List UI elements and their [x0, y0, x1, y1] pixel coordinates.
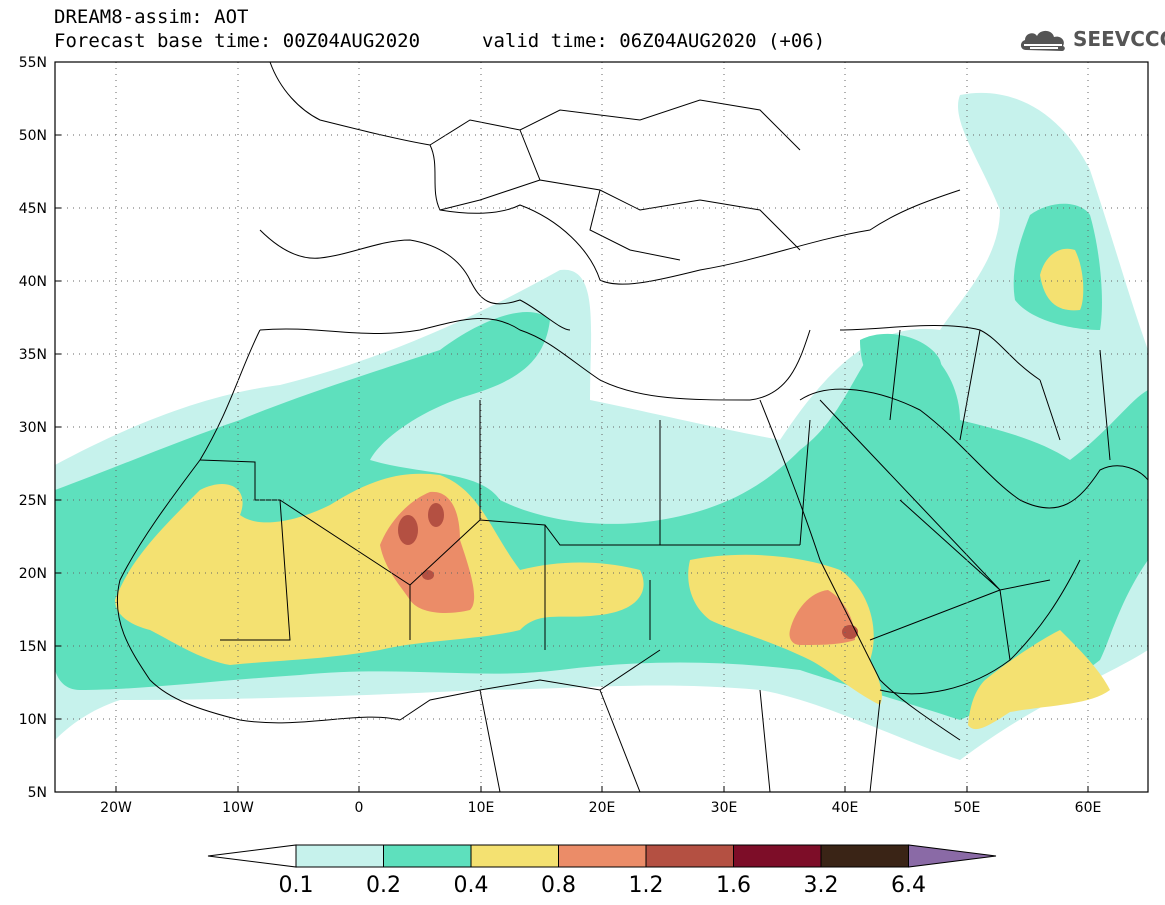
colorbar-high-arrow — [908, 844, 997, 868]
colorbar-label: 1.2 — [629, 873, 664, 898]
lon-label: 50E — [954, 800, 981, 816]
aot-band-1.2-south — [422, 570, 434, 580]
colorbar-segment — [295, 844, 384, 868]
logo-text: SEEVCCC — [1073, 27, 1165, 51]
colorbar-label: 0.4 — [454, 873, 489, 898]
lat-label: 50N — [19, 128, 47, 144]
longitude-labels: 20W 10W 0 10E 20E 30E 40E 50E 60E — [100, 800, 1101, 816]
lat-label: 15N — [19, 639, 47, 655]
border-middle-east — [839, 325, 1111, 461]
coastline-mediterranean-north — [259, 229, 571, 331]
colorbar-label: 1.6 — [716, 873, 751, 898]
country-borders — [116, 62, 1148, 792]
colorbar-label: 0.8 — [541, 873, 576, 898]
colorbar-label: 0.1 — [279, 873, 314, 898]
lat-label: 25N — [19, 493, 47, 509]
lat-label: 5N — [28, 785, 47, 801]
colorbar-segment — [383, 844, 472, 868]
border-europe-lines — [429, 99, 801, 261]
lon-label: 60E — [1075, 800, 1102, 816]
colorbar-label: 0.2 — [366, 873, 401, 898]
lon-label: 10E — [468, 800, 495, 816]
valid-time: valid time: 06Z04AUG2020 (+06) — [482, 30, 826, 52]
lon-label: 20E — [589, 800, 616, 816]
lon-label: 40E — [832, 800, 859, 816]
colorbar-label: 6.4 — [891, 873, 926, 898]
aot-field — [55, 92, 1148, 761]
border-africa-interior — [399, 649, 881, 792]
aot-band-0.4-caspian — [1040, 248, 1084, 311]
colorbar-segment — [558, 844, 647, 868]
colorbar-low-arrow — [207, 844, 297, 868]
colorbar-segment — [645, 844, 734, 868]
lon-label: 0 — [355, 800, 364, 816]
coastline-red-sea — [759, 399, 961, 741]
coastline-arabia — [799, 388, 1148, 509]
colorbar — [207, 844, 997, 868]
colorbar-segment — [820, 844, 909, 868]
border-sahara-lines — [199, 400, 811, 650]
aot-band-0.4-sudan — [688, 554, 882, 705]
border-east-lines — [819, 399, 1051, 661]
lon-label: 30E — [711, 800, 738, 816]
colorbar-labels: 0.1 0.2 0.4 0.8 1.2 1.6 3.2 6.4 — [279, 873, 927, 898]
aot-band-1.2-west — [398, 515, 418, 545]
aot-band-1.2-east — [428, 503, 444, 527]
colorbar-segment — [470, 844, 559, 868]
aot-band-0.2-east — [860, 333, 943, 401]
colorbar-label: 3.2 — [804, 873, 839, 898]
lat-label: 30N — [19, 420, 47, 436]
lon-label: 20W — [100, 800, 132, 816]
coastline-mediterranean-south — [259, 318, 811, 401]
coastline-africa-west — [116, 329, 401, 724]
graticule — [55, 62, 1148, 792]
seevccc-logo: SEEVCCC — [1018, 24, 1165, 56]
forecast-base-time: Forecast base time: 00Z04AUG2020 — [54, 30, 421, 52]
lon-label: 10W — [222, 800, 254, 816]
lat-label: 35N — [19, 347, 47, 363]
lat-label: 10N — [19, 712, 47, 728]
lat-label: 40N — [19, 274, 47, 290]
lat-label: 20N — [19, 566, 47, 582]
colorbar-segment — [733, 844, 822, 868]
latitude-labels: 55N 50N 45N 40N 35N 30N 25N 20N 15N 10N … — [19, 55, 47, 801]
coastline-europe-north — [269, 62, 961, 285]
aot-band-0.4-west — [115, 473, 644, 665]
lat-label: 55N — [19, 55, 47, 71]
axis-ticks — [55, 134, 1089, 792]
aot-band-0.8-sudan — [789, 590, 855, 645]
map-title: DREAM8-assim: AOT — [54, 6, 249, 28]
lat-label: 45N — [19, 201, 47, 217]
aot-band-0.4-arabia — [968, 630, 1110, 730]
cloud-icon — [1020, 30, 1065, 51]
